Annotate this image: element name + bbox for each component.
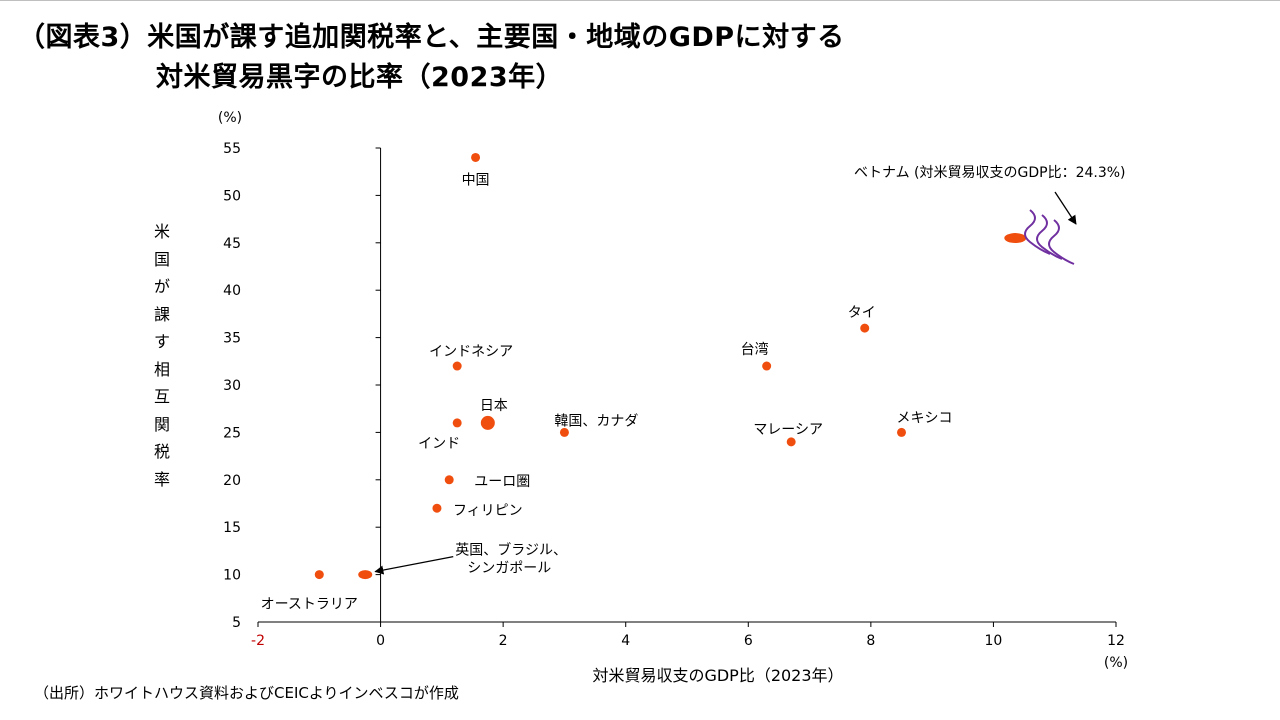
data-point bbox=[432, 503, 442, 513]
data-label: シンガポール bbox=[467, 561, 551, 577]
y-axis-label-char: 国 bbox=[153, 249, 170, 269]
data-point bbox=[452, 418, 462, 428]
data-label: 台湾 bbox=[741, 341, 769, 358]
y-axis-label-char: 相 bbox=[153, 359, 170, 379]
data-label: 英国、ブラジル、 bbox=[455, 542, 567, 559]
y-axis-label-char: 率 bbox=[153, 469, 170, 489]
chart-title: （図表3）米国が課す追加関税率と、主要国・地域のGDPに対する 対米貿易黒字の比… bbox=[18, 18, 845, 98]
data-label: 中国 bbox=[462, 172, 490, 188]
data-label: タイ bbox=[848, 305, 876, 321]
y-axis-label-char: 税 bbox=[153, 442, 170, 461]
y-tick-label: 45 bbox=[223, 236, 241, 252]
y-tick-label: 20 bbox=[223, 473, 241, 489]
x-axis-label: 対米貿易収支のGDP比（2023年） bbox=[592, 666, 843, 685]
y-tick-label: 5 bbox=[232, 615, 241, 631]
axis-break-wave bbox=[1024, 209, 1051, 255]
data-point bbox=[762, 361, 772, 371]
data-label: 韓国、カナダ bbox=[554, 413, 638, 429]
x-tick-label: 8 bbox=[866, 633, 875, 649]
x-tick-label: -2 bbox=[251, 633, 265, 649]
source-note: （出所）ホワイトハウス資料およびCEICよりインベスコが作成 bbox=[34, 684, 459, 702]
data-label: インド bbox=[418, 436, 460, 452]
x-tick-label: 10 bbox=[985, 633, 1003, 649]
x-tick-label: 2 bbox=[499, 633, 508, 649]
data-label: オーストラリア bbox=[261, 597, 358, 613]
data-point bbox=[444, 475, 454, 485]
data-label: フィリピン bbox=[453, 503, 523, 519]
x-tick-label: 6 bbox=[744, 633, 753, 649]
y-tick-label: 40 bbox=[223, 283, 241, 299]
y-axis-unit: (%) bbox=[218, 110, 242, 126]
data-label: メキシコ bbox=[897, 410, 953, 426]
data-label: マレーシア bbox=[753, 422, 823, 438]
callout-arrow bbox=[1054, 191, 1077, 225]
data-label: 日本 bbox=[480, 398, 508, 414]
y-tick-label: 50 bbox=[223, 188, 241, 204]
y-tick-label: 10 bbox=[223, 568, 241, 584]
data-label: ユーロ圏 bbox=[474, 474, 530, 490]
x-tick-label: 12 bbox=[1107, 633, 1125, 649]
top-border-line bbox=[0, 0, 1280, 1]
y-axis-label-char: 米 bbox=[153, 222, 170, 241]
x-axis-unit: (%) bbox=[1104, 655, 1128, 671]
data-point bbox=[314, 570, 324, 580]
data-point bbox=[358, 570, 373, 580]
title-line-2: 対米貿易黒字の比率（2023年） bbox=[156, 62, 564, 93]
y-axis-label-char: 関 bbox=[153, 414, 170, 434]
data-point bbox=[860, 323, 870, 333]
axis-break-wave bbox=[1036, 214, 1063, 260]
y-axis-label: 米国が課す相互関税率 bbox=[150, 218, 174, 493]
data-point bbox=[480, 415, 495, 430]
data-point bbox=[559, 427, 569, 437]
data-label: ベトナム (対米貿易収支のGDP比：24.3%) bbox=[854, 165, 1126, 181]
y-tick-label: 30 bbox=[223, 378, 241, 394]
data-label: インドネシア bbox=[429, 344, 513, 360]
y-axis-label-char: す bbox=[153, 332, 170, 351]
axis-break-wave bbox=[1048, 219, 1075, 265]
y-tick-label: 35 bbox=[223, 331, 241, 347]
y-axis-label-char: が bbox=[153, 277, 170, 296]
y-axis-label-char: 互 bbox=[153, 387, 170, 406]
data-point bbox=[786, 437, 796, 447]
x-tick-label: 4 bbox=[621, 633, 630, 649]
x-tick-label: 0 bbox=[376, 633, 385, 649]
data-point bbox=[452, 361, 462, 371]
title-line-1: （図表3）米国が課す追加関税率と、主要国・地域のGDPに対する bbox=[18, 22, 845, 53]
data-point bbox=[1004, 233, 1027, 244]
y-tick-label: 25 bbox=[223, 425, 241, 441]
data-point bbox=[897, 427, 906, 437]
callout-arrow bbox=[374, 555, 454, 575]
y-tick-label: 15 bbox=[223, 520, 241, 536]
data-point bbox=[471, 152, 481, 162]
y-axis-label-char: 課 bbox=[153, 304, 170, 324]
y-tick-label: 55 bbox=[223, 141, 241, 157]
